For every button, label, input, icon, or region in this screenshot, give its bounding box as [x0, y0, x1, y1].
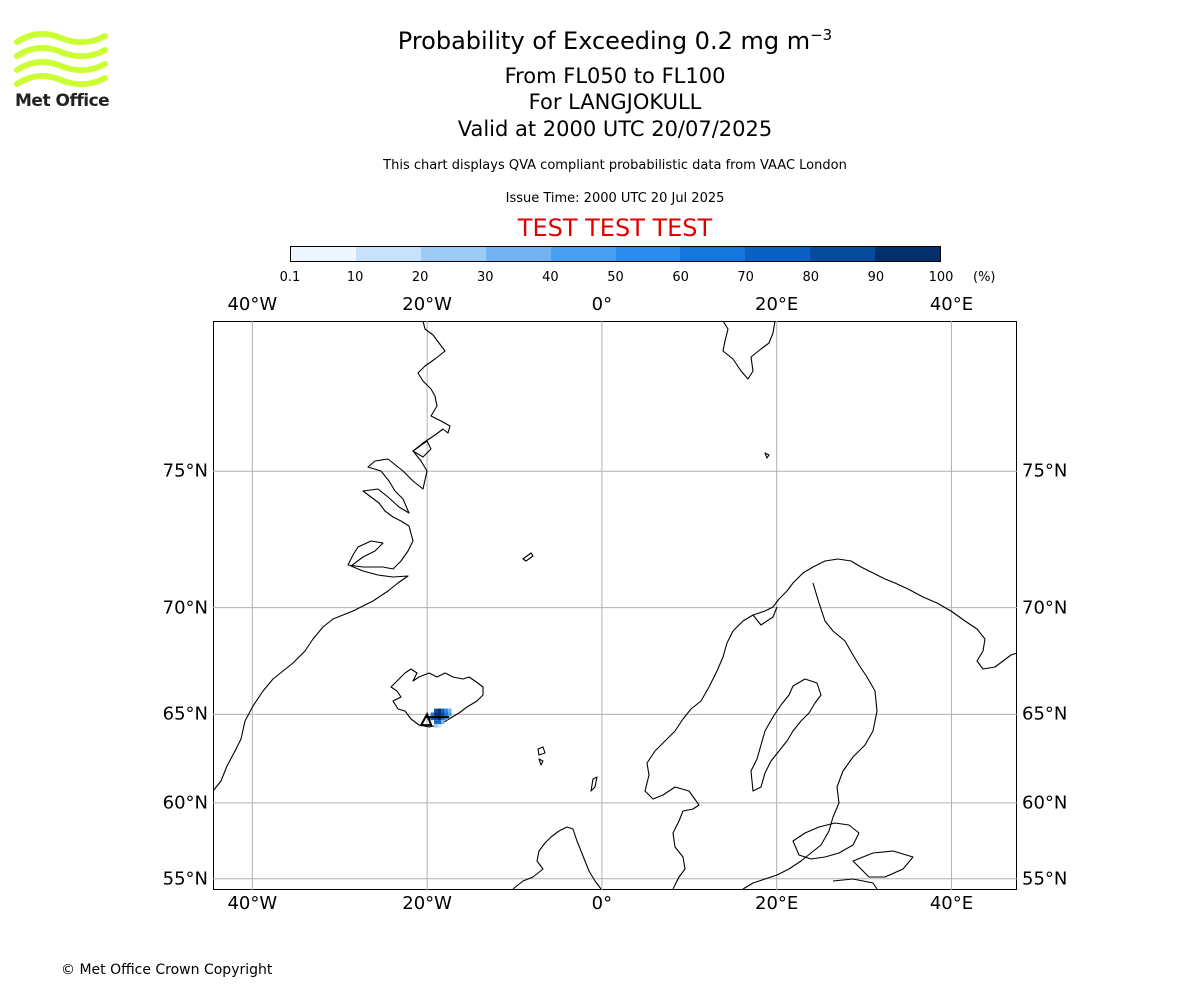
longitude-label-bottom: 20°W [402, 893, 452, 914]
probability-cell [434, 720, 438, 724]
colorbar-unit: (%) [973, 270, 996, 285]
colorbar-segment [355, 247, 421, 261]
latitude-label-right: 60°N [1022, 792, 1068, 814]
probability-cell [441, 712, 445, 717]
colorbar-tick-label: 40 [542, 270, 559, 285]
iceland-coastline [390, 668, 484, 728]
probability-cell [430, 712, 435, 717]
colorbar-tick-label: 50 [607, 270, 624, 285]
probability-cell [430, 716, 435, 721]
colorbar-tick-label: 30 [477, 270, 494, 285]
longitude-label-bottom: 40°E [929, 893, 974, 914]
probability-cell [437, 720, 442, 724]
colorbar-tick-label: 80 [802, 270, 820, 285]
colorbar-tick-label: 20 [411, 270, 429, 285]
probability-cell [441, 708, 445, 713]
longitude-label-top: 40°W [227, 294, 278, 315]
met-office-logo [14, 30, 108, 88]
map [213, 321, 1017, 890]
map-frame [213, 321, 1017, 890]
chart-title-text: Probability of Exceeding 0.2 mg m [397, 27, 811, 55]
longitude-label-top: 20°W [402, 294, 452, 315]
latitude-label-left: 70°N [162, 597, 208, 619]
jan-mayen-coastline [522, 552, 534, 562]
colorbar-tick-label: 70 [737, 270, 754, 285]
probability-cell [437, 708, 442, 713]
longitude-label-bottom: 40°W [227, 893, 278, 914]
volcano-marker [419, 711, 450, 727]
flight-level-range: From FL050 to FL100 [504, 64, 726, 88]
colorbar [290, 246, 941, 262]
chart-title-exponent: −3 [810, 26, 833, 44]
longitude-label-top: 20°E [755, 294, 799, 315]
colorbar-segment [485, 247, 551, 261]
colorbar-tick-label: 10 [346, 270, 364, 285]
logo-text: Met Office [15, 91, 110, 111]
probability-cell [437, 712, 442, 717]
colorbar-segment [810, 247, 876, 261]
chart-title: Probability of Exceeding 0.2 mg m−3 [398, 26, 832, 55]
longitude-label-bottom: 20°E [755, 893, 799, 914]
probability-cell [437, 716, 442, 721]
copyright: © Met Office Crown Copyright [61, 962, 273, 978]
colorbar-segment [291, 247, 356, 261]
latitude-label-right: 65°N [1022, 703, 1068, 725]
colorbar-tick-label: 0.1 [279, 270, 301, 285]
latitude-label-left: 55°N [162, 868, 208, 890]
issue-time: Issue Time: 2000 UTC 20 Jul 2025 [505, 191, 725, 206]
volcano-name: For LANGJOKULL [528, 90, 702, 114]
probability-cell [444, 716, 449, 721]
latitude-label-left: 75°N [162, 460, 208, 482]
latitude-label-right: 75°N [1022, 460, 1068, 482]
greenland-coastline [213, 321, 451, 792]
colorbar-segment [420, 247, 486, 261]
probability-cell [434, 712, 438, 717]
colorbar-segment [745, 247, 811, 261]
latitude-label-right: 55°N [1022, 868, 1068, 890]
colorbar-segment [680, 247, 746, 261]
svalbard-coastline [722, 321, 776, 380]
latitude-label-left: 65°N [162, 703, 208, 725]
longitude-label-bottom: 0° [591, 893, 613, 914]
longitude-label-top: 40°E [929, 294, 974, 315]
probability-cell [434, 723, 438, 728]
probability-cell [441, 716, 445, 721]
chart-description: This chart displays QVA compliant probab… [383, 158, 847, 173]
colorbar-segment [550, 247, 616, 261]
probability-cell [444, 712, 449, 717]
probability-cell [448, 708, 452, 713]
colorbar-segment [615, 247, 681, 261]
latitude-label-left: 60°N [162, 792, 208, 814]
colorbar-segment [875, 247, 941, 261]
colorbar-tick-label: 100 [928, 270, 954, 285]
valid-time: Valid at 2000 UTC 20/07/2025 [457, 117, 773, 141]
probability-cell [434, 708, 438, 713]
scandinavia-coastline [644, 558, 1017, 890]
probability-cell [448, 712, 452, 717]
colorbar-tick-label: 60 [672, 270, 689, 285]
test-banner: TEST TEST TEST [517, 214, 713, 242]
longitude-label-top: 0° [591, 294, 613, 315]
colorbar-tick-label: 90 [867, 270, 885, 285]
uk-coastline [512, 826, 602, 890]
latitude-label-right: 70°N [1022, 597, 1068, 619]
probability-cell [437, 723, 442, 728]
probability-cell [441, 720, 445, 724]
probability-cell [434, 716, 438, 721]
probability-cell [444, 708, 449, 713]
